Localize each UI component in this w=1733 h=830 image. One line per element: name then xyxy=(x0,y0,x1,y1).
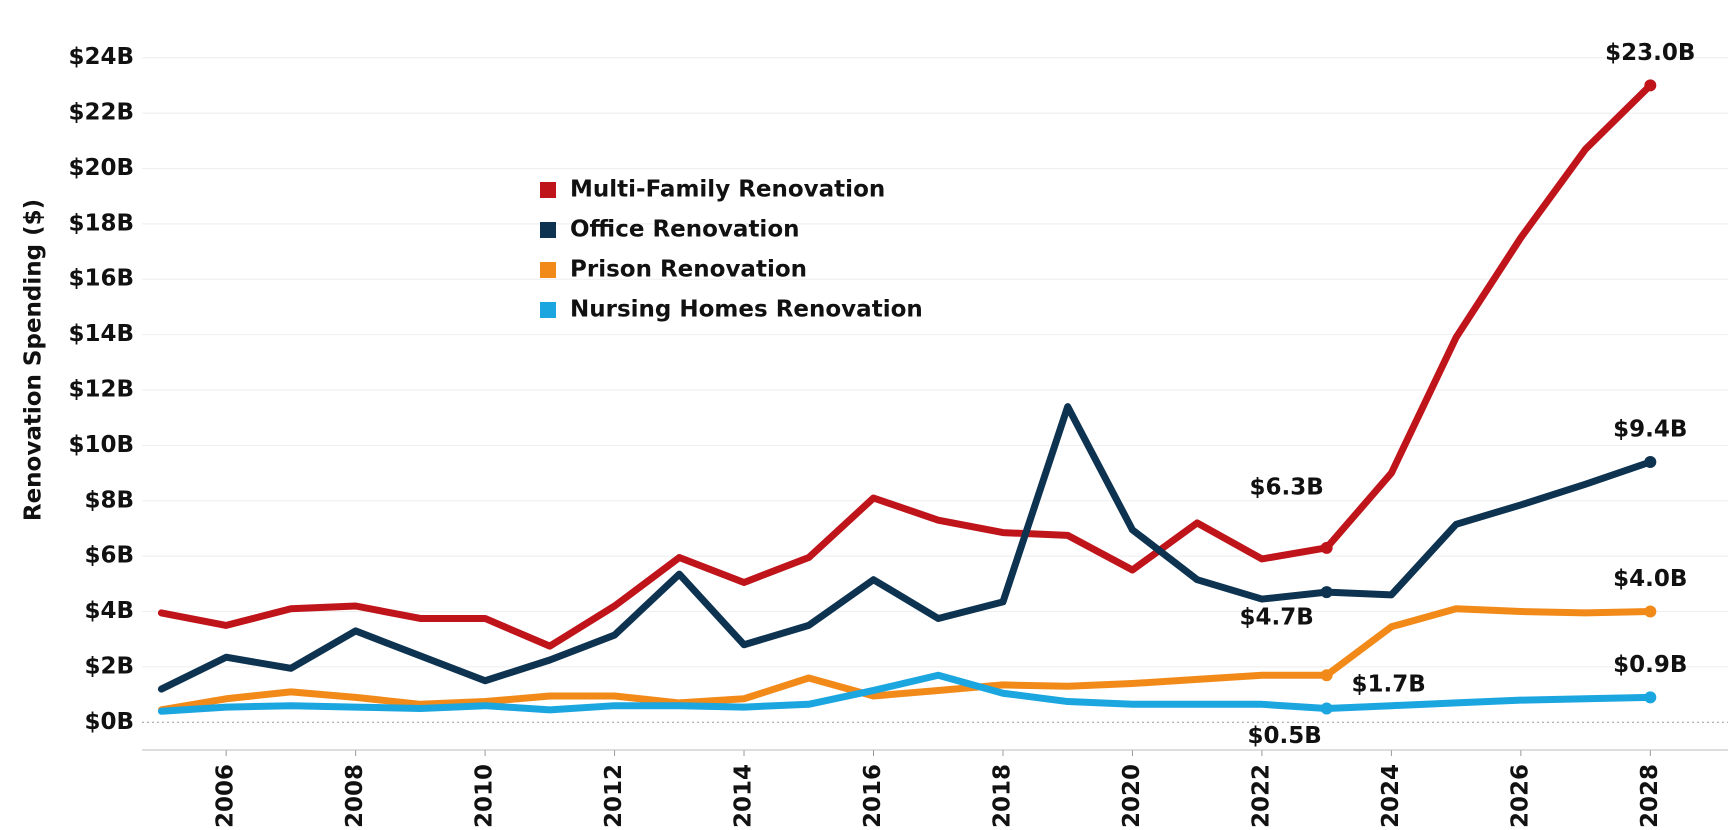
data-point xyxy=(1644,605,1657,618)
data-point xyxy=(1644,456,1657,468)
y-tick-label: $10B xyxy=(68,432,134,458)
x-tick-label: 2014 xyxy=(731,764,757,828)
legend-label: Multi-Family Renovation xyxy=(570,177,885,203)
y-tick-label: $24B xyxy=(68,44,134,70)
x-tick-label: 2018 xyxy=(989,764,1015,828)
y-tick-label: $4B xyxy=(84,598,134,624)
data-label: $6.3B xyxy=(1250,474,1324,500)
x-tick-label: 2010 xyxy=(472,764,498,828)
legend-label: Nursing Homes Renovation xyxy=(570,297,923,323)
y-tick-label: $12B xyxy=(68,377,134,403)
x-tick-label: 2026 xyxy=(1507,764,1533,828)
x-tick-label: 2012 xyxy=(601,764,627,828)
x-tick-label: 2006 xyxy=(213,764,239,828)
y-tick-label: $6B xyxy=(84,543,134,569)
data-point xyxy=(1644,691,1657,704)
x-tick-label: 2024 xyxy=(1378,764,1404,828)
data-point xyxy=(1320,586,1333,599)
data-label: $4.0B xyxy=(1613,566,1687,592)
series-line xyxy=(157,81,1654,650)
legend-swatch xyxy=(540,222,556,238)
data-label: $0.9B xyxy=(1613,652,1687,678)
y-tick-label: $8B xyxy=(84,487,134,513)
legend-label: Prison Renovation xyxy=(570,257,807,283)
data-label: $1.7B xyxy=(1352,672,1426,698)
legend-swatch xyxy=(540,302,556,318)
x-tick-label: 2016 xyxy=(860,764,886,828)
series-line xyxy=(157,605,1654,714)
legend-swatch xyxy=(540,262,556,278)
series-line xyxy=(157,671,1654,715)
data-point xyxy=(1320,541,1333,554)
data-label: $0.5B xyxy=(1248,723,1322,749)
x-tick-label: 2022 xyxy=(1248,764,1274,828)
series-line xyxy=(157,403,1654,693)
data-label: $23.0B xyxy=(1605,40,1695,66)
x-tick-label: 2008 xyxy=(342,764,368,828)
y-tick-label: $18B xyxy=(68,210,134,236)
data-point xyxy=(1320,669,1333,682)
y-tick-label: $16B xyxy=(68,266,134,292)
data-label: $9.4B xyxy=(1613,417,1687,443)
y-tick-label: $0B xyxy=(84,709,134,735)
data-point xyxy=(1320,702,1333,715)
y-axis-label: Renovation Spending ($) xyxy=(21,199,47,521)
y-tick-label: $2B xyxy=(84,653,134,679)
data-point xyxy=(1644,79,1657,92)
y-tick-label: $14B xyxy=(68,321,134,347)
legend-swatch xyxy=(540,182,556,198)
x-tick-label: 2020 xyxy=(1119,764,1145,828)
data-label: $4.7B xyxy=(1240,605,1314,631)
x-tick-label: 2028 xyxy=(1637,764,1663,828)
legend-label: Office Renovation xyxy=(570,217,800,243)
y-tick-label: $20B xyxy=(68,155,134,181)
y-tick-label: $22B xyxy=(68,100,134,126)
